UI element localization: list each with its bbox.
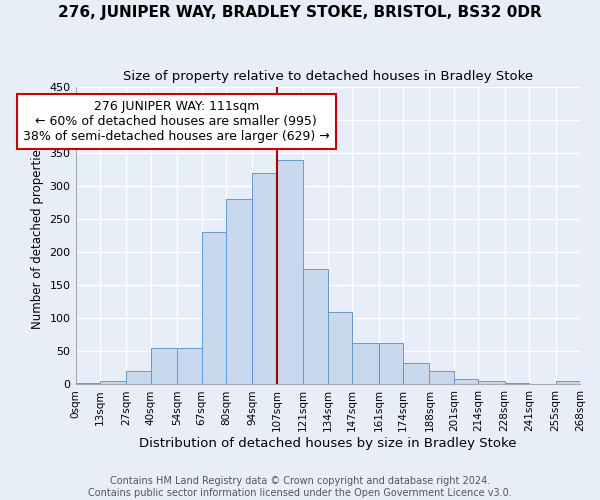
Text: Contains HM Land Registry data © Crown copyright and database right 2024.
Contai: Contains HM Land Registry data © Crown c…: [88, 476, 512, 498]
Bar: [328, 312, 352, 384]
Text: 276 JUNIPER WAY: 111sqm
← 60% of detached houses are smaller (995)
38% of semi-d: 276 JUNIPER WAY: 111sqm ← 60% of detache…: [23, 100, 329, 143]
Bar: [226, 200, 253, 384]
Bar: [127, 371, 151, 384]
Bar: [478, 381, 505, 384]
Text: 276, JUNIPER WAY, BRADLEY STOKE, BRISTOL, BS32 0DR: 276, JUNIPER WAY, BRADLEY STOKE, BRISTOL…: [58, 5, 542, 20]
Bar: [100, 381, 127, 384]
Bar: [277, 160, 304, 384]
Bar: [151, 348, 177, 385]
Bar: [202, 232, 226, 384]
Bar: [76, 383, 100, 384]
Y-axis label: Number of detached properties: Number of detached properties: [31, 142, 44, 328]
Bar: [505, 383, 529, 384]
Bar: [253, 173, 277, 384]
Bar: [430, 371, 454, 384]
Bar: [556, 381, 580, 384]
Title: Size of property relative to detached houses in Bradley Stoke: Size of property relative to detached ho…: [123, 70, 533, 83]
Bar: [403, 362, 430, 384]
Bar: [177, 348, 202, 385]
Bar: [304, 269, 328, 384]
Bar: [454, 379, 478, 384]
Bar: [379, 344, 403, 384]
Bar: [352, 344, 379, 384]
X-axis label: Distribution of detached houses by size in Bradley Stoke: Distribution of detached houses by size …: [139, 437, 517, 450]
